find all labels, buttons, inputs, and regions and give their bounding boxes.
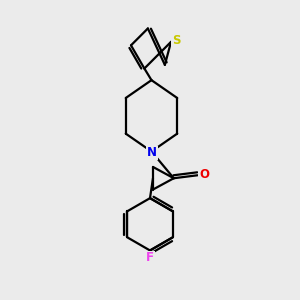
Text: N: N — [147, 146, 157, 160]
Text: F: F — [146, 251, 154, 264]
Text: O: O — [199, 168, 209, 181]
Text: S: S — [172, 34, 181, 47]
